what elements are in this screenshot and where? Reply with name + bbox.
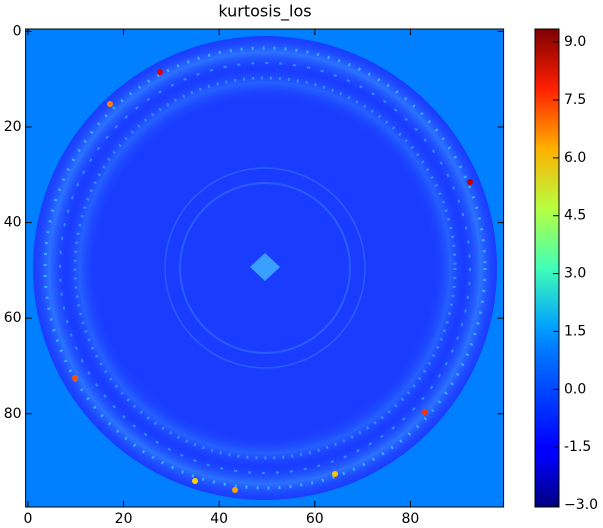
x-tick-label: 20 (115, 511, 133, 524)
x-tick-label: 60 (306, 511, 324, 524)
y-tick-label: 40 (4, 215, 22, 231)
colorbar-tick-label: 1.5 (564, 323, 586, 339)
colorbar-tick-label: −3.0 (564, 497, 598, 513)
colorbar-tick-label: 0.0 (564, 381, 586, 397)
colorbar-tick-label: 9.0 (564, 34, 586, 50)
colorbar-tick-label: 3.0 (564, 266, 586, 282)
colorbar-tick-label: 6.0 (564, 150, 586, 166)
colorbar-tick-label: 4.5 (564, 208, 586, 224)
chart-title: kurtosis_los (218, 2, 311, 22)
x-tick-label: 40 (210, 511, 228, 524)
colorbar-tick-label: 7.5 (564, 92, 586, 108)
heatmap-image (25, 29, 504, 507)
y-tick-label: 20 (4, 119, 22, 135)
x-tick-label: 80 (401, 511, 419, 524)
y-tick-label: 80 (4, 406, 22, 422)
y-tick-label: 0 (13, 23, 22, 39)
x-tick-label: 0 (24, 511, 33, 524)
y-tick-label: 60 (4, 310, 22, 326)
colorbar (534, 28, 560, 508)
axes-frame (25, 28, 505, 508)
colorbar-tick-label: -1.5 (564, 439, 591, 455)
